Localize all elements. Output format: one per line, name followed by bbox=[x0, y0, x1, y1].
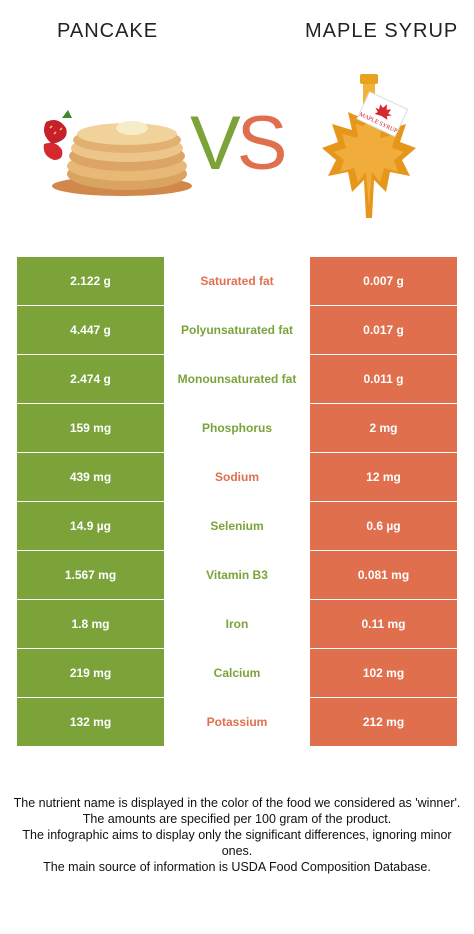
footer-line-winner: The nutrient name is displayed in the co… bbox=[13, 796, 461, 810]
table-row: 1.567 mg Vitamin B3 0.081 mg bbox=[17, 551, 457, 600]
table-row: 132 mg Potassium 212 mg bbox=[17, 698, 457, 747]
pancake-title: PANCAKE bbox=[57, 20, 159, 42]
nutrient-name: Selenium bbox=[164, 502, 310, 551]
pancake-value: 4.447 g bbox=[17, 306, 164, 354]
footer-line-aims: The infographic aims to display only the… bbox=[22, 828, 452, 858]
pancake-value: 2.474 g bbox=[17, 355, 164, 403]
maple-syrup-value: 0.6 µg bbox=[310, 502, 457, 550]
vs-v: V bbox=[190, 101, 241, 186]
row-divider bbox=[17, 501, 457, 502]
pancake-value: 159 mg bbox=[17, 404, 164, 452]
table-row: 1.8 mg Iron 0.11 mg bbox=[17, 600, 457, 649]
maple-syrup-value: 0.081 mg bbox=[310, 551, 457, 599]
pancake-value: 14.9 µg bbox=[17, 502, 164, 550]
row-divider bbox=[17, 452, 457, 453]
pancake-value: 219 mg bbox=[17, 649, 164, 697]
table-row: 219 mg Calcium 102 mg bbox=[17, 649, 457, 698]
maple-syrup-value: 0.11 mg bbox=[310, 600, 457, 648]
row-divider bbox=[17, 305, 457, 306]
pancake-value: 439 mg bbox=[17, 453, 164, 501]
nutrient-name: Potassium bbox=[164, 698, 310, 747]
nutrient-name: Monounsaturated fat bbox=[164, 355, 310, 404]
pancake-value: 2.122 g bbox=[17, 257, 164, 305]
table-row: 4.447 g Polyunsaturated fat 0.017 g bbox=[17, 306, 457, 355]
maple-syrup-value: 0.007 g bbox=[310, 257, 457, 305]
row-divider bbox=[17, 550, 457, 551]
footer-line-amounts: The amounts are specified per 100 gram o… bbox=[82, 812, 392, 826]
row-divider bbox=[17, 599, 457, 600]
maple-syrup-value: 0.017 g bbox=[310, 306, 457, 354]
vs-label: VS bbox=[190, 106, 287, 182]
table-row: 439 mg Sodium 12 mg bbox=[17, 453, 457, 502]
maple-syrup-title: MAPLE SYRUP bbox=[305, 20, 459, 42]
table-row: 2.122 g Saturated fat 0.007 g bbox=[17, 257, 457, 306]
nutrient-name: Calcium bbox=[164, 649, 310, 698]
footer-notes: The nutrient name is displayed in the co… bbox=[10, 795, 464, 875]
table-row: 159 mg Phosphorus 2 mg bbox=[17, 404, 457, 453]
comparison-table: 2.122 g Saturated fat 0.007 g 4.447 g Polyun… bbox=[17, 257, 457, 747]
maple-syrup-image: MAPLE SYRUP bbox=[316, 68, 422, 238]
vs-s: S bbox=[236, 101, 288, 186]
maple-syrup-value: 102 mg bbox=[310, 649, 457, 697]
row-divider bbox=[17, 403, 457, 404]
nutrient-name: Vitamin B3 bbox=[164, 551, 310, 600]
row-divider bbox=[17, 354, 457, 355]
nutrient-name: Iron bbox=[164, 600, 310, 649]
nutrient-name: Sodium bbox=[164, 453, 310, 502]
row-divider bbox=[17, 697, 457, 698]
maple-syrup-value: 212 mg bbox=[310, 698, 457, 746]
maple-syrup-value: 2 mg bbox=[310, 404, 457, 452]
row-divider bbox=[17, 648, 457, 649]
pancake-value: 132 mg bbox=[17, 698, 164, 746]
nutrient-name: Polyunsaturated fat bbox=[164, 306, 310, 355]
pancake-image bbox=[32, 104, 202, 200]
maple-syrup-value: 0.011 g bbox=[310, 355, 457, 403]
table-row: 14.9 µg Selenium 0.6 µg bbox=[17, 502, 457, 551]
maple-syrup-value: 12 mg bbox=[310, 453, 457, 501]
pancake-value: 1.567 mg bbox=[17, 551, 164, 599]
table-row: 2.474 g Monounsaturated fat 0.011 g bbox=[17, 355, 457, 404]
row-divider bbox=[17, 746, 457, 747]
nutrient-name: Phosphorus bbox=[164, 404, 310, 453]
pancake-value: 1.8 mg bbox=[17, 600, 164, 648]
nutrient-name: Saturated fat bbox=[164, 257, 310, 306]
footer-line-source: The main source of information is USDA F… bbox=[43, 860, 431, 874]
